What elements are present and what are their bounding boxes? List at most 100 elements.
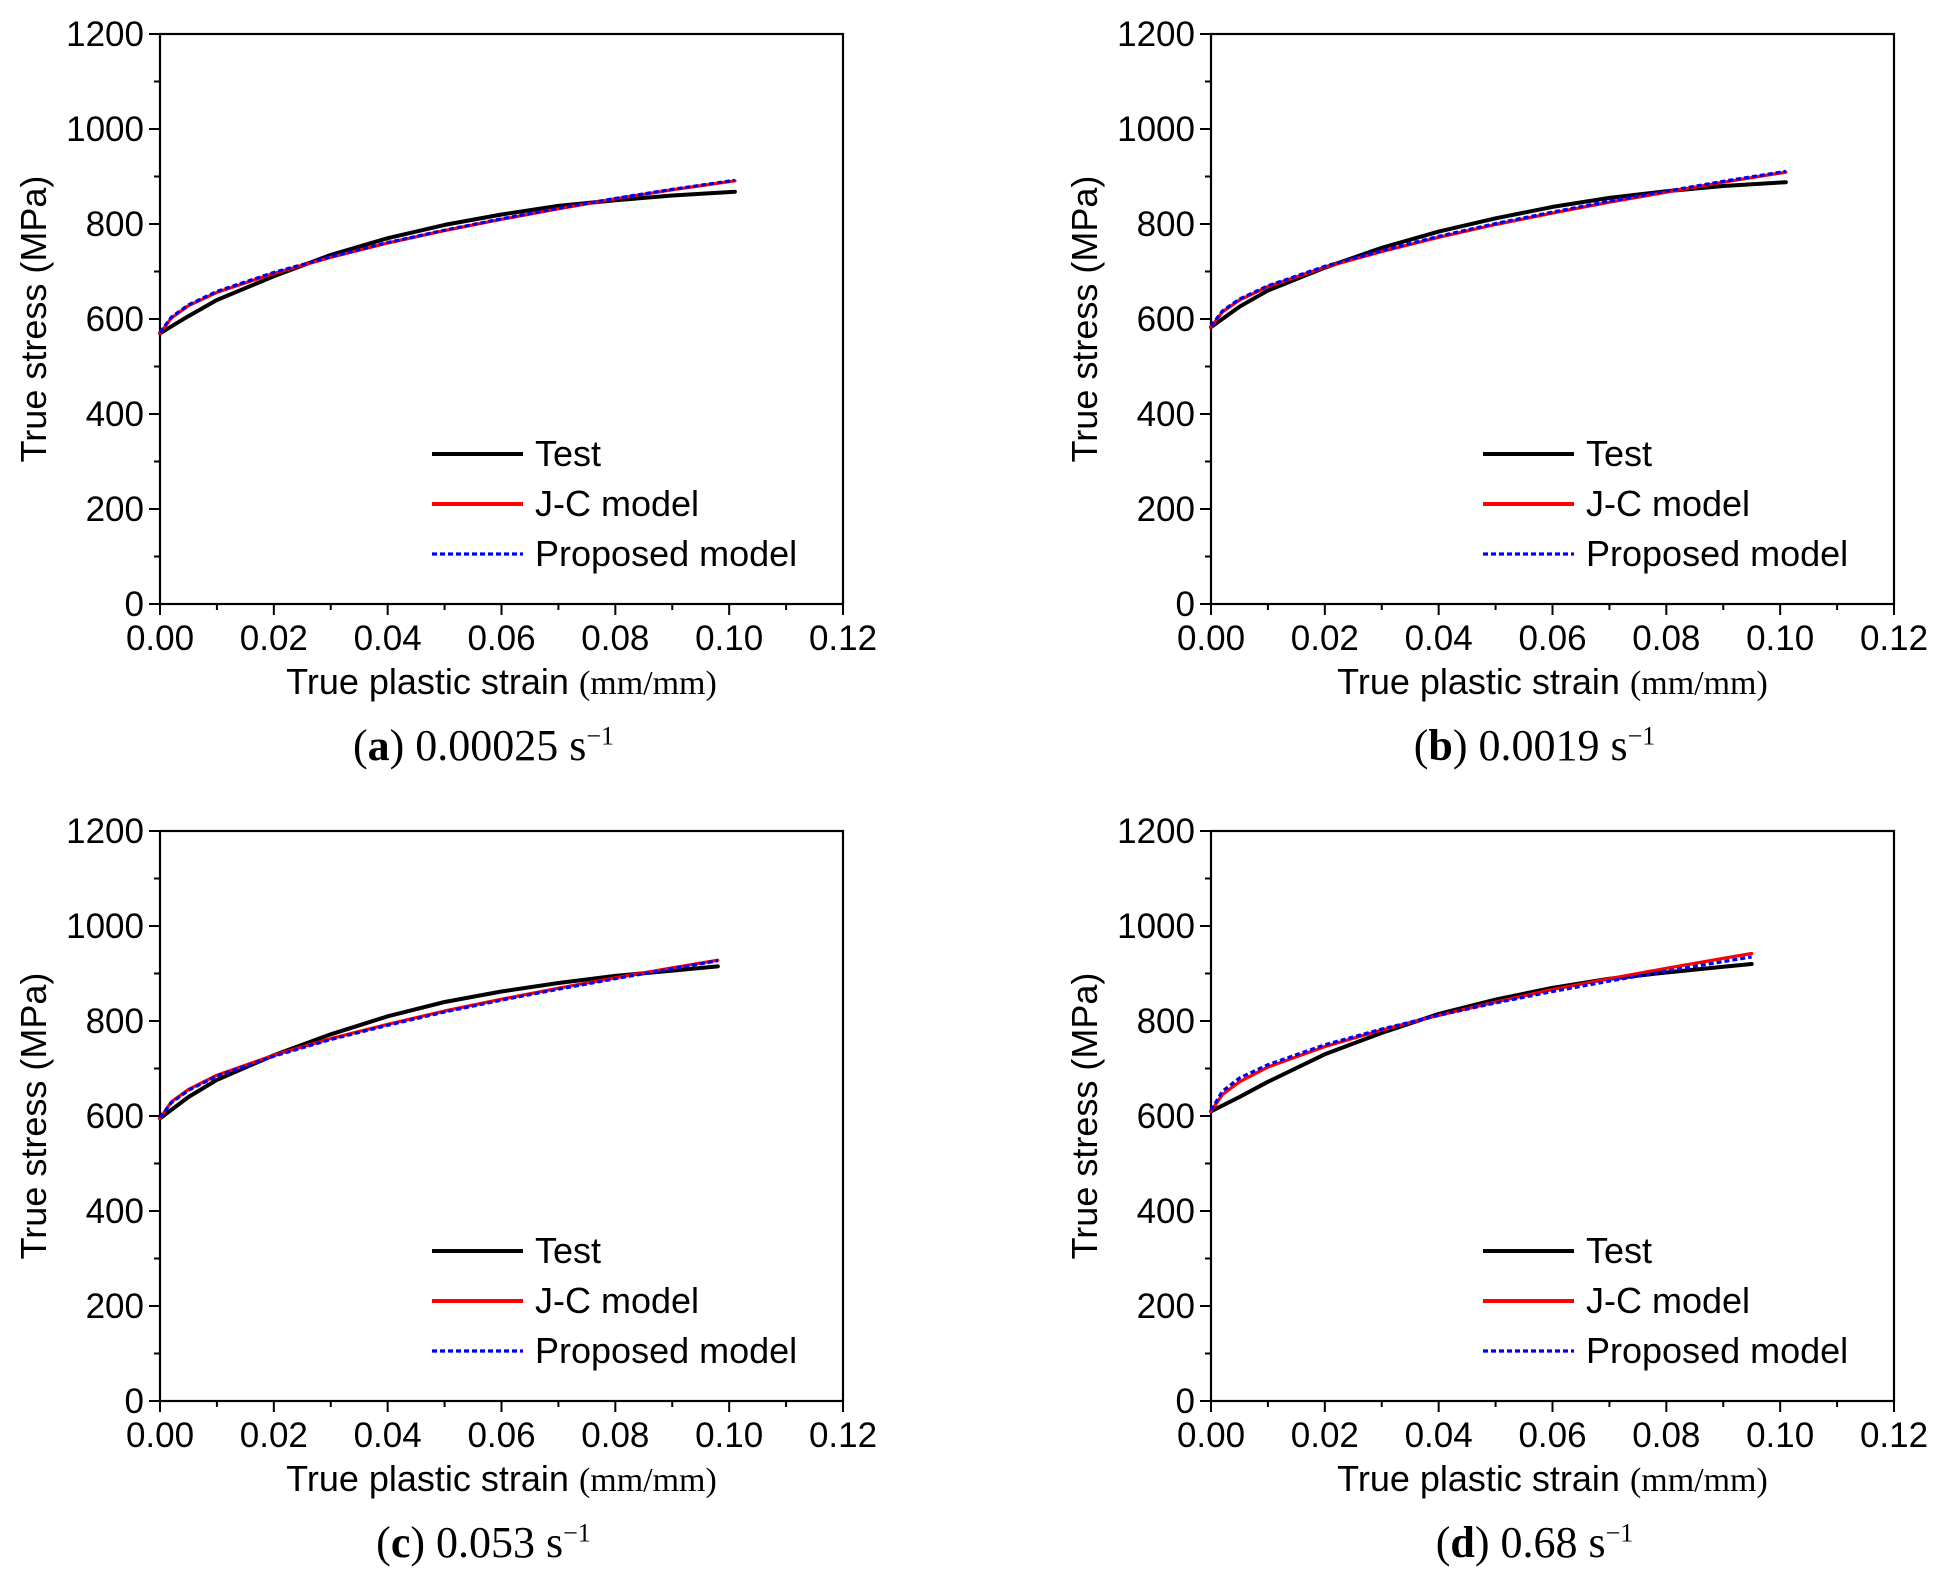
- y-tick-label: 800: [1137, 1002, 1195, 1041]
- y-axis-title: True stress (MPa): [13, 176, 54, 463]
- caption-exponent: −1: [1605, 1518, 1634, 1548]
- x-tick-label: 0.02: [1291, 619, 1359, 658]
- chart-panel-a: 0.00 0.02 0.04 0.06 0.08 0.10 0.12 0 200 400 600 80…: [0, 0, 967, 796]
- x-tick-label: 0.10: [1746, 619, 1814, 658]
- series-line-test: [1209, 180, 1788, 330]
- x-tick-label: 0.12: [809, 619, 877, 658]
- plot-frame: [158, 32, 845, 606]
- chart-b: 0.00 0.02 0.04 0.06 0.08 0.10 0.12 0 200 400 600 80…: [1064, 15, 1928, 702]
- y-tick-label: 1000: [66, 110, 144, 149]
- x-tick-label: 0.10: [1746, 1416, 1814, 1455]
- x-tick-label: 0.10: [695, 1416, 763, 1455]
- y-tick-label: 0: [1176, 1382, 1195, 1421]
- legend-label: Test: [535, 1230, 601, 1271]
- x-tick-label: 0.06: [467, 619, 535, 658]
- chart-a: 0.00 0.02 0.04 0.06 0.08 0.10 0.12 0 200 400 600 80…: [13, 15, 877, 702]
- series-line-proposed-model: [1209, 955, 1752, 1112]
- y-axis-title: True stress (MPa): [1064, 973, 1105, 1260]
- x-tick-label: 0.00: [1177, 1416, 1245, 1455]
- x-tick-label: 0.06: [1518, 619, 1586, 658]
- chart-panel-d: 0.00 0.02 0.04 0.06 0.08 0.10 0.12 0 200 400 600 80…: [1051, 797, 1934, 1593]
- caption-unit: s: [1610, 721, 1628, 770]
- y-tick-label: 400: [86, 1192, 144, 1231]
- chart-d: 0.00 0.02 0.04 0.06 0.08 0.10 0.12 0 200 400 600 80…: [1064, 812, 1928, 1499]
- legend-label: Proposed model: [1586, 533, 1848, 574]
- series-line-j-c-model: [1209, 951, 1754, 1113]
- x-axis-title: True plastic strain: [286, 1458, 569, 1499]
- caption-exponent: −1: [563, 1518, 591, 1548]
- x-axis-unit: (mm/mm): [1630, 665, 1768, 702]
- x-axis-label: True plastic strain (mm/mm): [1337, 1458, 1768, 1499]
- caption-label: d: [1450, 1518, 1475, 1567]
- caption-rate: 0.053: [436, 1518, 536, 1567]
- legend-label: J-C model: [535, 483, 699, 524]
- x-tick-label: 0.12: [1860, 1416, 1928, 1455]
- chart-panel-c: 0.00 0.02 0.04 0.06 0.08 0.10 0.12 0 200 400 600 80…: [0, 797, 967, 1593]
- x-tick-label: 0.00: [126, 619, 194, 658]
- x-axis-unit: (mm/mm): [579, 665, 717, 702]
- x-tick-label: 0.10: [695, 619, 763, 658]
- x-tick-label: 0.06: [467, 1416, 535, 1455]
- y-tick-label: 600: [86, 300, 144, 339]
- series-line-j-c-model: [158, 958, 720, 1120]
- y-tick-label: 600: [1137, 300, 1195, 339]
- legend-label: Test: [535, 433, 601, 474]
- plot-frame: [1209, 829, 1896, 1403]
- caption-label: b: [1428, 721, 1453, 770]
- plot-frame: [158, 829, 845, 1403]
- x-tick-label: 0.08: [1632, 619, 1700, 658]
- legend-label: Proposed model: [1586, 1330, 1848, 1371]
- y-tick-label: 200: [1137, 1287, 1195, 1326]
- y-tick-label: 1000: [1117, 907, 1195, 946]
- legend-label: Proposed model: [535, 533, 797, 574]
- caption-rate: 0.68: [1500, 1518, 1578, 1567]
- caption-b: (b) 0.0019 s−1: [1413, 721, 1656, 770]
- y-tick-label: 400: [1137, 395, 1195, 434]
- x-tick-label: 0.04: [354, 619, 422, 658]
- legend-label: Test: [1586, 1230, 1652, 1271]
- y-tick-label: 400: [1137, 1192, 1195, 1231]
- series-line-test: [158, 964, 720, 1121]
- plot-frame: [1209, 32, 1896, 606]
- caption-label: a: [367, 721, 390, 770]
- caption-d: (d) 0.68 s−1: [1435, 1518, 1634, 1567]
- x-tick-label: 0.12: [809, 1416, 877, 1455]
- x-tick-label: 0.00: [126, 1416, 194, 1455]
- x-axis-title: True plastic strain: [1337, 661, 1620, 702]
- x-tick-label: 0.06: [1518, 1416, 1586, 1455]
- x-axis-title: True plastic strain: [286, 661, 569, 702]
- x-tick-label: 0.02: [240, 1416, 308, 1455]
- y-tick-label: 800: [86, 205, 144, 244]
- caption-rate: 0.0019: [1478, 721, 1600, 770]
- y-tick-label: 600: [86, 1097, 144, 1136]
- legend-label: Test: [1586, 433, 1652, 474]
- caption-label: c: [390, 1518, 411, 1567]
- x-tick-label: 0.08: [581, 619, 649, 658]
- y-tick-label: 800: [1137, 205, 1195, 244]
- series-line-proposed-model: [1209, 169, 1787, 328]
- x-axis-unit: (mm/mm): [1630, 1462, 1768, 1499]
- x-tick-label: 0.04: [354, 1416, 422, 1455]
- legend-label: Proposed model: [535, 1330, 797, 1371]
- x-axis-title: True plastic strain: [1337, 1458, 1620, 1499]
- y-tick-label: 1200: [1117, 812, 1195, 851]
- y-tick-label: 800: [86, 1002, 144, 1041]
- legend-label: J-C model: [1586, 483, 1750, 524]
- y-tick-label: 200: [1137, 490, 1195, 529]
- legend-label: J-C model: [1586, 1280, 1750, 1321]
- series-line-proposed-model: [158, 178, 736, 334]
- y-tick-label: 600: [1137, 1097, 1195, 1136]
- y-axis-title: True stress (MPa): [1064, 176, 1105, 463]
- x-tick-label: 0.12: [1860, 619, 1928, 658]
- x-tick-label: 0.08: [1632, 1416, 1700, 1455]
- y-axis-title: True stress (MPa): [13, 973, 54, 1260]
- caption-unit: s: [569, 721, 587, 770]
- x-tick-label: 0.00: [1177, 619, 1245, 658]
- y-tick-label: 1200: [66, 15, 144, 54]
- series-line-proposed-model: [158, 959, 719, 1119]
- x-axis-label: True plastic strain (mm/mm): [1337, 661, 1768, 702]
- x-axis-label: True plastic strain (mm/mm): [286, 661, 717, 702]
- x-tick-label: 0.02: [1291, 1416, 1359, 1455]
- y-tick-label: 0: [1176, 585, 1195, 624]
- y-tick-label: 400: [86, 395, 144, 434]
